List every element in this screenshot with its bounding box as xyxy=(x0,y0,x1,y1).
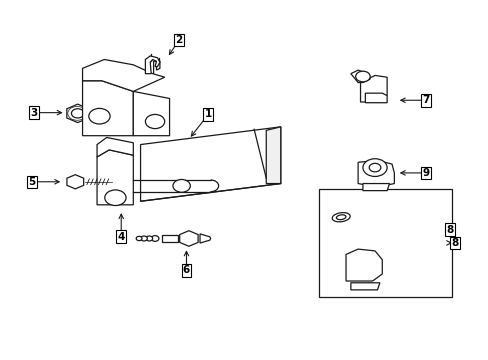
Polygon shape xyxy=(179,231,198,246)
Text: 4: 4 xyxy=(117,232,124,242)
Circle shape xyxy=(151,236,159,241)
Polygon shape xyxy=(97,150,133,205)
Text: 8: 8 xyxy=(446,225,453,235)
Polygon shape xyxy=(365,93,386,103)
Circle shape xyxy=(145,114,164,129)
Text: 8: 8 xyxy=(450,238,457,248)
Circle shape xyxy=(140,236,147,241)
Ellipse shape xyxy=(336,215,345,220)
Polygon shape xyxy=(350,283,379,290)
Polygon shape xyxy=(362,184,389,191)
Ellipse shape xyxy=(331,213,349,222)
Polygon shape xyxy=(360,76,386,102)
Circle shape xyxy=(145,236,152,241)
Polygon shape xyxy=(145,56,160,74)
Polygon shape xyxy=(346,249,382,281)
Circle shape xyxy=(355,71,369,82)
Text: 3: 3 xyxy=(31,108,38,118)
Polygon shape xyxy=(97,138,133,157)
Text: 1: 1 xyxy=(204,109,211,120)
Circle shape xyxy=(368,163,380,172)
Circle shape xyxy=(136,237,142,240)
Text: 9: 9 xyxy=(421,168,428,178)
Polygon shape xyxy=(350,70,369,82)
Polygon shape xyxy=(200,234,210,243)
Polygon shape xyxy=(140,127,280,201)
Polygon shape xyxy=(162,235,178,242)
Circle shape xyxy=(173,180,190,192)
Polygon shape xyxy=(82,81,133,136)
Polygon shape xyxy=(67,104,88,123)
Circle shape xyxy=(362,159,386,176)
Circle shape xyxy=(89,108,110,124)
Polygon shape xyxy=(150,58,160,76)
Polygon shape xyxy=(357,161,393,187)
Polygon shape xyxy=(67,175,83,189)
Polygon shape xyxy=(133,91,169,136)
Text: 6: 6 xyxy=(183,265,190,275)
Bar xyxy=(319,189,451,297)
Text: 5: 5 xyxy=(28,177,35,187)
Text: 2: 2 xyxy=(175,35,183,45)
Text: 7: 7 xyxy=(421,95,428,105)
Circle shape xyxy=(104,190,126,206)
Polygon shape xyxy=(82,59,164,91)
Circle shape xyxy=(71,109,84,118)
Polygon shape xyxy=(265,127,280,184)
